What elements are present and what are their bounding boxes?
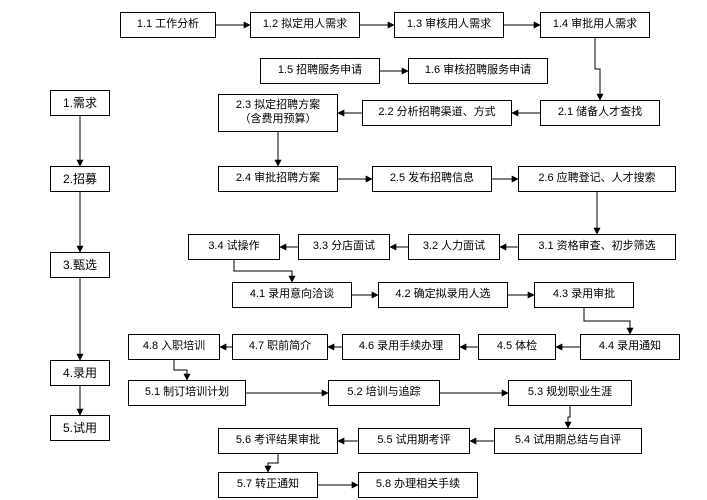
node-n47: 4.7 职前简介 [232,334,328,360]
node-n25: 2.5 发布招聘信息 [372,166,492,192]
node-n21: 2.1 储备人才查找 [540,100,660,126]
edge-n48-n51 [174,360,187,380]
node-n52: 5.2 培训与追踪 [328,380,440,406]
node-n53: 5.3 规划职业生涯 [508,380,632,406]
edge-n53-n54 [568,406,570,428]
node-n44: 4.4 录用通知 [580,334,680,360]
edge-n43-n44 [584,308,630,334]
node-n42: 4.2 确定拟录用人选 [378,282,508,308]
node-s3: 3.甄选 [50,252,110,278]
edge-n14-n21 [595,38,600,100]
node-n34: 3.4 试操作 [188,234,280,260]
node-n14: 1.4 审批用人需求 [540,12,650,38]
node-n31: 3.1 资格审查、初步筛选 [518,234,676,260]
node-n15: 1.5 招聘服务申请 [260,58,380,84]
edge-n34-n41 [234,260,292,282]
node-s1: 1.需求 [50,90,110,116]
flowchart-stage: 1.需求 2.招募 3.甄选 4.录用 5.试用 1.1 工作分析 1.2 拟定用人需求 1.… [0,0,707,500]
node-n26: 2.6 应聘登记、人才搜索 [518,166,676,192]
node-n58: 5.8 办理相关手续 [358,472,478,498]
node-n45: 4.5 体检 [478,334,556,360]
node-n23: 2.3 拟定招聘方案（含费用预算） [218,94,338,132]
node-s2: 2.招募 [50,166,110,192]
node-n22: 2.2 分析招聘渠道、方式 [362,100,512,126]
node-n33: 3.3 分店面试 [298,234,390,260]
node-n55: 5.5 试用期考评 [358,428,470,454]
node-n46: 4.6 录用手续办理 [342,334,460,360]
node-n48: 4.8 入职培训 [128,334,220,360]
node-n41: 4.1 录用意向洽谈 [232,282,352,308]
node-n24: 2.4 审批招聘方案 [218,166,338,192]
node-s4: 4.录用 [50,360,110,386]
node-n51: 5.1 制订培训计划 [128,380,246,406]
node-n43: 4.3 录用审批 [534,282,634,308]
node-n11: 1.1 工作分析 [120,12,216,38]
node-n54: 5.4 试用期总结与自评 [494,428,642,454]
node-n12: 1.2 拟定用人需求 [250,12,360,38]
node-n57: 5.7 转正通知 [218,472,318,498]
edge-n56-n57 [268,454,278,472]
node-n32: 3.2 人力面试 [408,234,500,260]
node-n13: 1.3 审核用人需求 [394,12,504,38]
node-n56: 5.6 考评结果审批 [218,428,338,454]
node-n16: 1.6 审核招聘服务申请 [408,58,548,84]
node-s5: 5.试用 [50,415,110,441]
